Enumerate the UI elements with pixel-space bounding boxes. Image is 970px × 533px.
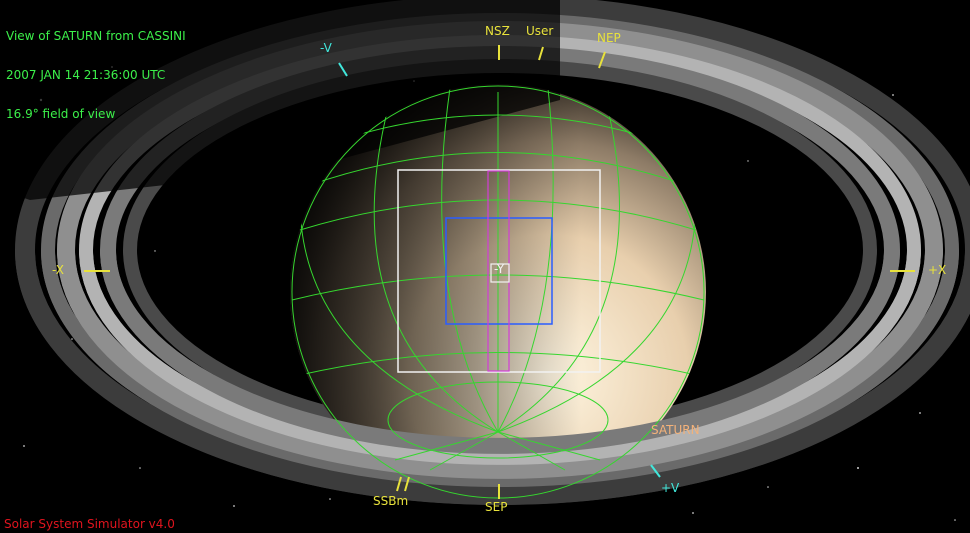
hud-title: View of SATURN from CASSINI xyxy=(6,29,186,43)
axis-label-plus-x: +X xyxy=(928,263,947,277)
axis-markers xyxy=(84,45,915,499)
axis-label-plus-v: +V xyxy=(661,481,680,495)
axis-label-minus-v: -V xyxy=(320,41,332,55)
ring-shadow-wedge xyxy=(0,0,560,200)
hud-timestamp: 2007 JAN 14 21:36:00 UTC xyxy=(6,68,166,82)
label-saturn: SATURN xyxy=(651,423,700,437)
label-nep: NEP xyxy=(597,31,621,45)
label-sep: SEP xyxy=(485,500,508,514)
hud-info: View of SATURN from CASSINI 2007 JAN 14 … xyxy=(6,4,186,147)
axis-label-minus-x: -X xyxy=(52,263,64,277)
app-footer-label: Solar System Simulator v4.0 xyxy=(4,517,175,531)
label-user: User xyxy=(526,24,554,38)
label-ssbm: SSBm xyxy=(373,494,409,508)
fov-box-center xyxy=(490,263,510,283)
hud-field-of-view: 16.9° field of view xyxy=(6,107,116,121)
fov-box-white xyxy=(397,169,601,373)
label-nsz: NSZ xyxy=(485,24,510,38)
saturn-rings-front xyxy=(15,249,970,505)
fov-box-blue xyxy=(445,217,553,325)
label-minus-y: -Y xyxy=(494,262,505,276)
